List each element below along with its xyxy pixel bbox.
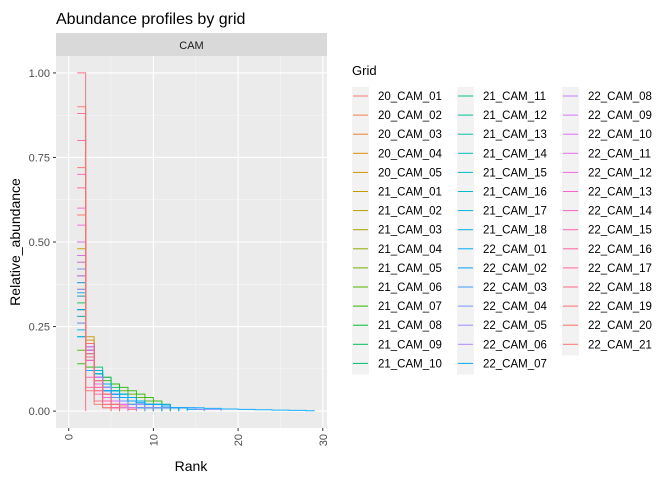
legend-label: 21_CAM_07 — [378, 301, 442, 313]
series-line-22-cam-07 — [77, 336, 315, 412]
legend-label: 20_CAM_02 — [378, 110, 442, 122]
legend-label: 22_CAM_13 — [588, 187, 652, 199]
chart-title: Abundance profiles by grid — [56, 11, 245, 28]
x-tick-label: 10 — [148, 434, 160, 446]
legend-label: 22_CAM_15 — [588, 225, 652, 237]
legend — [344, 84, 664, 430]
grid-lines — [56, 56, 327, 428]
legend-key-column — [457, 87, 474, 375]
y-tick-label: 0.00 — [29, 406, 50, 418]
x-axis-title: Rank — [175, 458, 209, 474]
legend-label: 22_CAM_16 — [588, 244, 652, 256]
legend-label: 21_CAM_02 — [378, 206, 442, 218]
legend-label: 22_CAM_01 — [483, 244, 547, 256]
legend-label: 21_CAM_10 — [378, 358, 442, 370]
legend-label: 22_CAM_21 — [588, 339, 652, 351]
x-tick-label: 30 — [318, 434, 330, 446]
legend-entries: 20_CAM_01 20_CAM_02 20_CAM_03 20_CAM_04 20_C… — [352, 87, 653, 375]
legend-label: 22_CAM_19 — [588, 301, 652, 313]
series-lines — [77, 72, 315, 412]
legend-label: 21_CAM_16 — [483, 187, 547, 199]
legend-label: 20_CAM_03 — [378, 129, 442, 141]
legend-label: 22_CAM_12 — [588, 167, 652, 179]
y-tick-label: 1.00 — [29, 68, 50, 80]
y-tick-label: 0.75 — [29, 152, 50, 164]
legend-label: 20_CAM_04 — [378, 148, 443, 160]
x-tick-label: 20 — [233, 434, 245, 446]
legend-label: 22_CAM_05 — [483, 320, 547, 332]
legend-label: 20_CAM_01 — [378, 91, 442, 103]
legend-label: 22_CAM_11 — [588, 148, 651, 160]
legend-label: 21_CAM_11 — [483, 91, 546, 103]
legend-label: 21_CAM_01 — [378, 187, 442, 199]
legend-label: 21_CAM_05 — [378, 263, 442, 275]
legend-label: 22_CAM_02 — [483, 263, 547, 275]
legend-key-column — [562, 87, 579, 356]
y-axis-title: Relative_abundance — [7, 178, 23, 306]
legend-label: 21_CAM_14 — [483, 148, 548, 160]
legend-label: 22_CAM_20 — [588, 320, 652, 332]
legend-label: 22_CAM_08 — [588, 91, 652, 103]
x-tick-label: 0 — [64, 434, 76, 440]
legend-label: 22_CAM_07 — [483, 358, 547, 370]
legend-label: 22_CAM_04 — [483, 301, 548, 313]
legend-label: 20_CAM_05 — [378, 167, 442, 179]
legend-label: 22_CAM_10 — [588, 129, 652, 141]
legend-label: 22_CAM_09 — [588, 110, 652, 122]
facet-label: CAM — [179, 40, 203, 52]
legend-label: 21_CAM_13 — [483, 129, 547, 141]
legend-label: 21_CAM_04 — [378, 244, 443, 256]
y-tick-label: 0.25 — [29, 322, 50, 334]
legend-title: Grid — [352, 63, 377, 78]
legend-key-column — [352, 87, 369, 375]
legend-label: 21_CAM_12 — [483, 110, 547, 122]
legend-label: 22_CAM_18 — [588, 282, 652, 294]
legend-label: 22_CAM_06 — [483, 339, 547, 351]
legend-label: 21_CAM_17 — [483, 206, 547, 218]
legend-label: 21_CAM_08 — [378, 320, 442, 332]
legend-label: 21_CAM_03 — [378, 225, 442, 237]
legend-label: 22_CAM_17 — [588, 263, 652, 275]
facet-strip — [56, 33, 327, 56]
y-tick-label: 0.50 — [29, 237, 50, 249]
legend-label: 21_CAM_18 — [483, 225, 547, 237]
legend-label: 21_CAM_09 — [378, 339, 442, 351]
axis-ticks: 0.00 0.25 0.50 0.75 1.00 0 10 20 30 — [29, 68, 330, 446]
legend-label: 21_CAM_06 — [378, 282, 442, 294]
legend-label: 21_CAM_15 — [483, 167, 547, 179]
series-line-22-cam-21 — [77, 106, 112, 412]
legend-label: 22_CAM_14 — [588, 206, 653, 218]
legend-label: 22_CAM_03 — [483, 282, 547, 294]
